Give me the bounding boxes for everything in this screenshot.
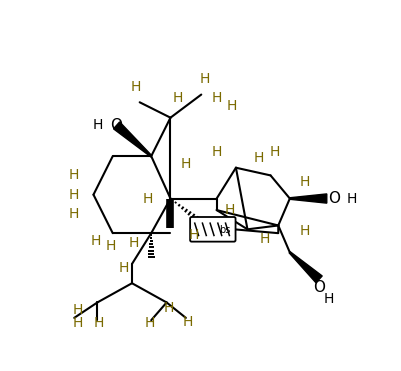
Text: H: H bbox=[188, 229, 199, 243]
Text: H: H bbox=[300, 224, 310, 238]
Text: H: H bbox=[181, 157, 191, 171]
Text: H: H bbox=[260, 232, 270, 246]
Text: H: H bbox=[173, 91, 183, 105]
Text: H: H bbox=[211, 145, 222, 159]
Text: H: H bbox=[69, 188, 79, 202]
Text: H: H bbox=[254, 151, 264, 165]
Text: H: H bbox=[106, 239, 116, 253]
Polygon shape bbox=[289, 252, 322, 283]
Text: H: H bbox=[164, 301, 174, 315]
Text: O: O bbox=[313, 280, 325, 295]
Text: H: H bbox=[69, 207, 79, 221]
Text: H: H bbox=[92, 118, 103, 132]
FancyBboxPatch shape bbox=[190, 217, 235, 242]
Text: O: O bbox=[111, 118, 123, 133]
Text: H: H bbox=[73, 303, 83, 317]
Text: H: H bbox=[144, 316, 155, 330]
Text: O: O bbox=[328, 191, 340, 206]
Text: H: H bbox=[183, 315, 193, 329]
Text: H: H bbox=[225, 203, 235, 217]
Text: H: H bbox=[227, 99, 237, 113]
Polygon shape bbox=[113, 122, 152, 157]
Text: H: H bbox=[94, 316, 104, 330]
Text: H: H bbox=[73, 316, 83, 330]
Text: H: H bbox=[200, 72, 210, 86]
Text: H: H bbox=[91, 234, 101, 248]
Text: H: H bbox=[131, 80, 141, 94]
Text: bs: bs bbox=[219, 225, 230, 235]
Polygon shape bbox=[290, 194, 327, 203]
Text: H: H bbox=[142, 191, 152, 206]
Text: H: H bbox=[346, 191, 356, 206]
Text: H: H bbox=[129, 236, 140, 250]
Text: H: H bbox=[323, 292, 334, 306]
Text: H: H bbox=[300, 175, 310, 188]
Text: H: H bbox=[119, 261, 130, 275]
Text: H: H bbox=[211, 91, 222, 105]
Text: H: H bbox=[69, 168, 79, 183]
Text: H: H bbox=[269, 145, 279, 159]
